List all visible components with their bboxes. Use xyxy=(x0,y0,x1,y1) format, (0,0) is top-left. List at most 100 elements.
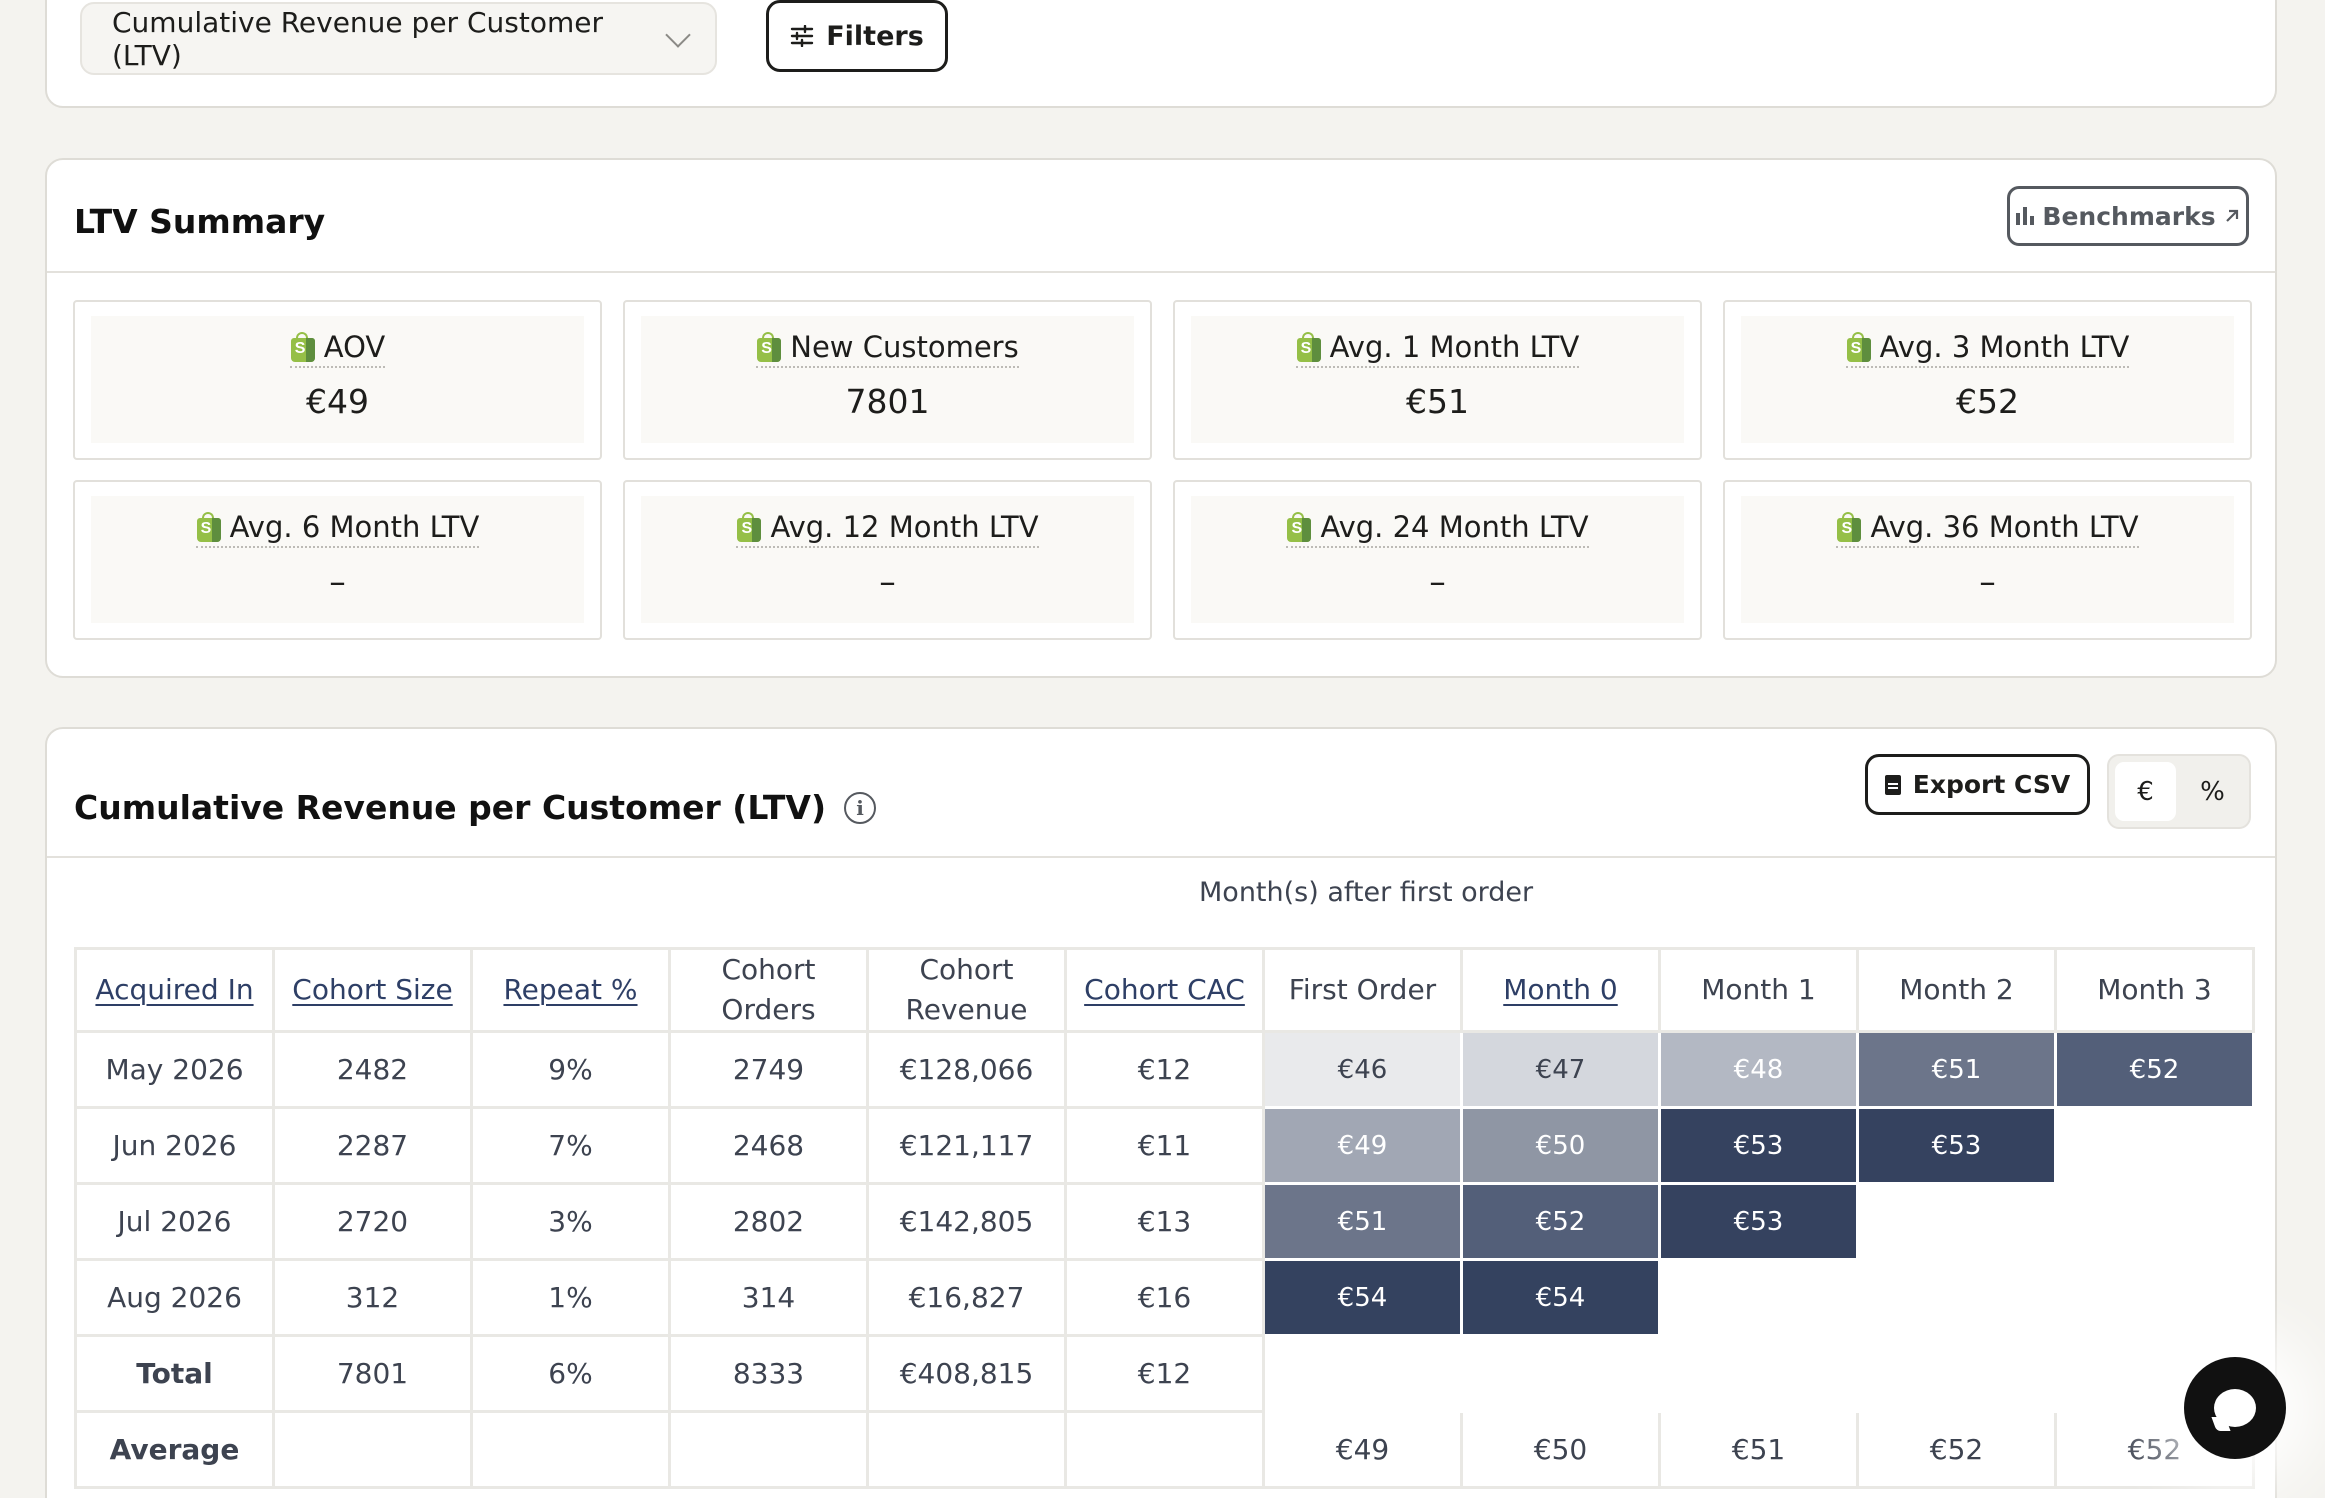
report-controls-bar: Cumulative Revenue per Customer (LTV) Fi… xyxy=(45,0,2277,108)
table-row: Jul 2026 2720 3% 2802 €142,805 €13 €51 €52 €53 xyxy=(74,1182,2255,1261)
heatmap-cell: €51 xyxy=(1856,1030,2057,1109)
metric-grid: S AOV €49 S New Customers 7801 S Avg. 1 Month L… xyxy=(73,300,2252,640)
total-cell: 7801 xyxy=(272,1334,473,1413)
column-header-label: Acquired In xyxy=(95,973,254,1006)
total-row: Total 7801 6% 8333 €408,815 €12 xyxy=(74,1334,2255,1413)
metric-label[interactable]: S Avg. 24 Month LTV xyxy=(1286,510,1589,548)
heatmap-cell: €52 xyxy=(2054,1030,2255,1109)
cac-cell: €13 xyxy=(1064,1182,1265,1261)
metric-label-text: Avg. 24 Month LTV xyxy=(1320,510,1589,544)
orders-cell: 2468 xyxy=(668,1106,869,1185)
ltv-summary-title: LTV Summary xyxy=(74,202,326,241)
heatmap-cell: €53 xyxy=(1856,1106,2057,1185)
sliders-icon xyxy=(791,25,814,47)
export-csv-label: Export CSV xyxy=(1912,770,2071,799)
column-header[interactable]: Repeat % xyxy=(470,947,671,1033)
filters-button[interactable]: Filters xyxy=(766,0,948,72)
ltv-cohort-card: Cumulative Revenue per Customer (LTV) i … xyxy=(45,727,2277,1498)
metric-tile-inner: S AOV €49 xyxy=(91,316,584,443)
shopify-icon: S xyxy=(1296,332,1322,362)
table-row: May 2026 2482 9% 2749 €128,066 €12 €46 €47 €48 €5… xyxy=(74,1030,2255,1109)
orders-cell: 2802 xyxy=(668,1182,869,1261)
average-label-cell: Average xyxy=(74,1410,275,1489)
column-header-label: Month 3 xyxy=(2097,973,2212,1006)
cohort-size-cell: 2287 xyxy=(272,1106,473,1185)
orders-cell: 314 xyxy=(668,1258,869,1337)
column-header-label: Cohort Revenue xyxy=(905,953,1028,1026)
metric-select[interactable]: Cumulative Revenue per Customer (LTV) xyxy=(80,2,717,75)
unit-toggle: € % xyxy=(2107,754,2251,829)
shopify-icon: S xyxy=(756,332,782,362)
repeat-cell: 7% xyxy=(470,1106,671,1185)
column-header[interactable]: Cohort CAC xyxy=(1064,947,1265,1033)
metric-label[interactable]: S Avg. 6 Month LTV xyxy=(195,510,480,548)
cohort-month-cell: Jun 2026 xyxy=(74,1106,275,1185)
divider xyxy=(47,271,2275,273)
column-header[interactable]: Month 0 xyxy=(1460,947,1661,1033)
table-header-row: Acquired In Cohort Size Repeat % Cohort Ord… xyxy=(74,947,2255,1033)
total-cell: Total xyxy=(74,1334,275,1413)
metric-tile: S Avg. 36 Month LTV – xyxy=(1723,480,2252,640)
metric-value: €51 xyxy=(1406,382,1469,421)
metric-tile-inner: S Avg. 3 Month LTV €52 xyxy=(1741,316,2234,443)
average-cell: €49 xyxy=(1262,1410,1463,1489)
percent-toggle[interactable]: % xyxy=(2200,776,2225,807)
heatmap-cell: €54 xyxy=(1262,1258,1463,1337)
shopify-icon: S xyxy=(1836,512,1862,542)
currency-toggle[interactable]: € xyxy=(2115,762,2176,821)
heatmap-cell: €47 xyxy=(1460,1030,1661,1109)
column-header-label: Repeat % xyxy=(503,973,638,1006)
metric-label[interactable]: S Avg. 36 Month LTV xyxy=(1836,510,2139,548)
empty-cell xyxy=(2054,1106,2255,1185)
metric-label[interactable]: S Avg. 12 Month LTV xyxy=(736,510,1039,548)
cohort-month-cell: Jul 2026 xyxy=(74,1182,275,1261)
average-cell: €52 xyxy=(1856,1410,2057,1489)
empty-cell xyxy=(470,1410,671,1489)
chat-bubble-icon xyxy=(2214,1389,2256,1427)
cohort-month-cell: Aug 2026 xyxy=(74,1258,275,1337)
column-header: Cohort Revenue xyxy=(866,947,1067,1033)
column-header[interactable]: Cohort Size xyxy=(272,947,473,1033)
metric-value: – xyxy=(1979,562,1996,601)
metric-select-value: Cumulative Revenue per Customer (LTV) xyxy=(112,5,603,72)
repeat-cell: 3% xyxy=(470,1182,671,1261)
metric-tile: S Avg. 3 Month LTV €52 xyxy=(1723,300,2252,460)
metric-label[interactable]: S Avg. 1 Month LTV xyxy=(1295,330,1580,368)
metric-label[interactable]: S Avg. 3 Month LTV xyxy=(1845,330,2130,368)
revenue-cell: €128,066 xyxy=(866,1030,1067,1109)
column-header-label: Cohort Size xyxy=(292,973,453,1006)
column-header-label: First Order xyxy=(1288,973,1437,1006)
metric-label[interactable]: S AOV xyxy=(289,330,386,368)
column-header[interactable]: Acquired In xyxy=(74,947,275,1033)
metric-label-text: Avg. 12 Month LTV xyxy=(770,510,1039,544)
metric-value: 7801 xyxy=(845,382,930,421)
metric-label[interactable]: S New Customers xyxy=(756,330,1019,368)
metric-label-text: AOV xyxy=(323,330,386,364)
metric-tile: S Avg. 1 Month LTV €51 xyxy=(1173,300,1702,460)
info-icon[interactable]: i xyxy=(844,791,877,824)
metric-tile-inner: S Avg. 12 Month LTV – xyxy=(641,496,1134,623)
divider xyxy=(47,856,2275,858)
heatmap-cell: €53 xyxy=(1658,1182,1859,1261)
heatmap-cell: €51 xyxy=(1262,1182,1463,1261)
column-header: Month 1 xyxy=(1658,947,1859,1033)
empty-cell xyxy=(2054,1258,2255,1337)
table-row: Aug 2026 312 1% 314 €16,827 €16 €54 €54 xyxy=(74,1258,2255,1337)
chat-button[interactable] xyxy=(2184,1357,2286,1459)
cac-cell: €16 xyxy=(1064,1258,1265,1337)
empty-cell xyxy=(1262,1334,1463,1413)
metric-label-text: Avg. 36 Month LTV xyxy=(1870,510,2139,544)
metric-value: – xyxy=(329,562,346,601)
export-csv-button[interactable]: Export CSV xyxy=(1865,754,2090,815)
shopify-icon: S xyxy=(736,512,762,542)
average-cell: €50 xyxy=(1460,1410,1661,1489)
empty-cell xyxy=(866,1410,1067,1489)
bar-chart-icon xyxy=(2016,207,2035,225)
filters-label: Filters xyxy=(826,20,924,52)
metric-label-text: Avg. 3 Month LTV xyxy=(1879,330,2130,364)
heatmap-cell: €50 xyxy=(1460,1106,1661,1185)
heatmap-cell: €54 xyxy=(1460,1258,1661,1337)
table-row: Jun 2026 2287 7% 2468 €121,117 €11 €49 €50 €53 €5… xyxy=(74,1106,2255,1185)
benchmarks-button[interactable]: Benchmarks xyxy=(2007,186,2249,246)
external-arrow-icon xyxy=(2225,209,2238,222)
